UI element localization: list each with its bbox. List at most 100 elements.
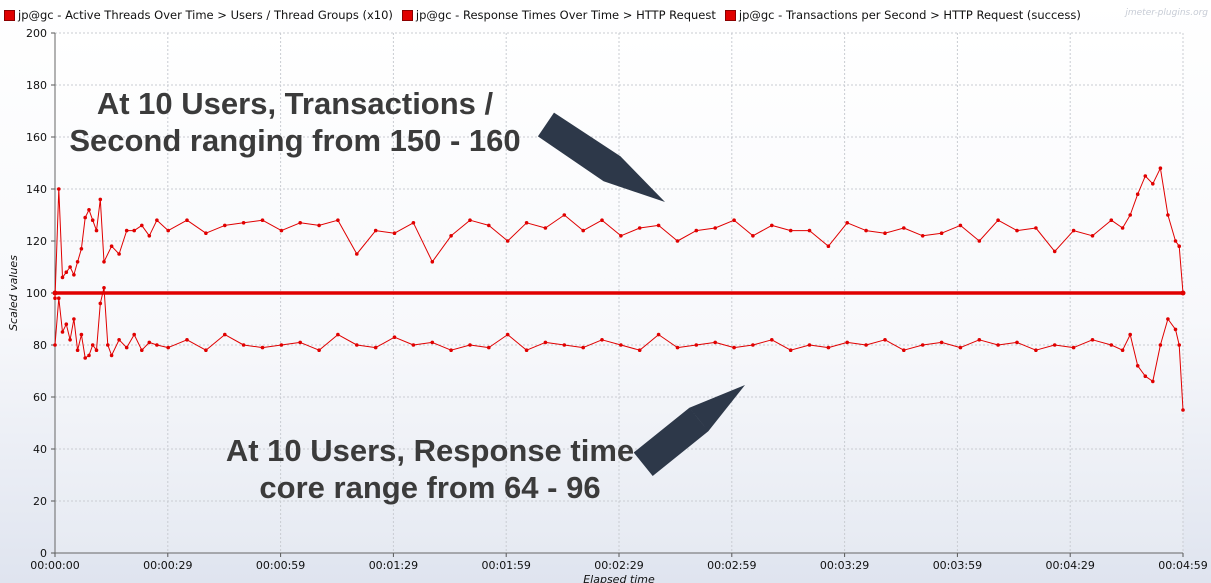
data-point <box>392 231 397 235</box>
data-point <box>1120 348 1125 353</box>
data-point <box>166 228 170 233</box>
data-point <box>98 197 103 202</box>
data-point <box>155 343 159 347</box>
data-point <box>524 348 529 353</box>
data-point <box>694 228 699 233</box>
data-point <box>449 234 453 238</box>
data-point <box>807 228 812 233</box>
data-point <box>90 218 95 222</box>
data-point <box>75 348 80 353</box>
data-point <box>79 247 84 251</box>
arrow-tps <box>537 112 665 202</box>
data-point <box>1177 244 1181 248</box>
data-point <box>185 338 189 342</box>
data-point <box>241 221 246 225</box>
data-point <box>883 231 887 235</box>
x-tick-label: 00:02:29 <box>594 559 643 572</box>
data-point <box>317 223 321 228</box>
x-tick-label: 00:01:59 <box>481 559 530 572</box>
data-point <box>770 223 774 228</box>
data-point <box>355 252 359 256</box>
data-point <box>298 340 303 345</box>
data-point <box>807 343 812 347</box>
data-point <box>1151 182 1155 186</box>
data-point <box>996 343 1000 347</box>
data-point <box>94 228 99 233</box>
legend-item-response-times[interactable]: jp@gc - Response Times Over Time > HTTP … <box>401 8 716 22</box>
data-point <box>204 348 208 353</box>
data-point <box>87 353 91 358</box>
y-tick-label: 160 <box>26 131 47 144</box>
data-point <box>94 348 99 353</box>
data-point <box>279 228 284 233</box>
y-tick-labels: 0 20 40 60 80 100 120 140 160 180 200 <box>26 27 47 560</box>
data-point <box>619 234 623 238</box>
y-tick-label: 20 <box>33 495 47 508</box>
arrow-up-right-icon <box>633 385 745 476</box>
data-point <box>140 348 144 353</box>
data-point <box>958 345 963 350</box>
data-point <box>1052 343 1057 347</box>
data-point <box>1181 291 1185 295</box>
data-point <box>68 338 72 342</box>
series-2 <box>53 286 1185 412</box>
annotation-rt-line1: At 10 Users, Response time <box>225 433 635 468</box>
legend-item-transactions[interactable]: jp@gc - Transactions per Second > HTTP R… <box>724 8 1081 22</box>
data-point <box>845 340 849 345</box>
data-point <box>140 223 144 228</box>
data-point <box>600 218 604 222</box>
data-point <box>1034 348 1038 353</box>
data-point <box>1143 174 1148 178</box>
data-point <box>72 317 76 321</box>
data-point <box>864 343 868 347</box>
annotation-response-time: At 10 Users, Response time core range fr… <box>210 432 650 506</box>
data-point <box>373 345 378 350</box>
data-point <box>147 340 152 345</box>
data-point <box>996 218 1000 222</box>
data-point <box>260 218 265 222</box>
y-tick-label: 120 <box>26 235 47 248</box>
data-point <box>1015 340 1019 345</box>
data-point <box>1090 338 1095 342</box>
data-point <box>581 345 585 350</box>
data-point <box>1109 218 1114 222</box>
y-tick-label: 60 <box>33 391 47 404</box>
data-point <box>1166 317 1170 321</box>
data-point <box>109 353 114 358</box>
data-point <box>57 296 61 301</box>
data-point <box>336 332 340 337</box>
legend-item-active-threads[interactable]: jp@gc - Active Threads Over Time > Users… <box>4 8 393 22</box>
data-point <box>1173 239 1178 243</box>
series-line <box>54 167 1184 299</box>
data-point <box>1071 345 1076 350</box>
data-point <box>132 228 136 233</box>
arrow-down-right-icon <box>537 112 665 202</box>
data-point <box>57 187 61 191</box>
annotation-tps-line1: At 10 Users, Transactions / <box>96 86 494 121</box>
data-point <box>132 332 136 337</box>
series-1 <box>53 166 1185 301</box>
data-point <box>449 348 453 353</box>
series-0 <box>52 290 1186 296</box>
annotation-tps: At 10 Users, Transactions / Second rangi… <box>60 85 530 159</box>
data-point <box>83 215 87 220</box>
legend-swatch-icon <box>4 9 15 21</box>
data-point <box>106 343 110 347</box>
x-tick-label: 00:03:59 <box>933 559 982 572</box>
data-point <box>1173 327 1178 332</box>
data-point <box>1128 332 1132 337</box>
data-point <box>430 260 435 264</box>
x-tick-label: 00:02:59 <box>707 559 756 572</box>
data-point <box>53 296 57 301</box>
data-point <box>79 332 84 337</box>
data-point <box>487 223 491 228</box>
data-point <box>117 338 121 342</box>
data-point <box>298 221 303 225</box>
data-point <box>430 340 435 345</box>
data-point <box>317 348 321 353</box>
legend-label: jp@gc - Active Threads Over Time > Users… <box>18 8 393 22</box>
data-point <box>788 228 793 233</box>
data-point <box>675 239 680 243</box>
data-point <box>826 345 831 350</box>
